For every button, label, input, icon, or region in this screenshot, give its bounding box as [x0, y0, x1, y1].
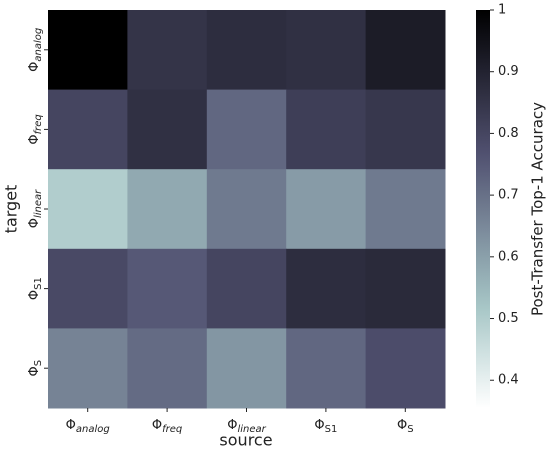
- y-tick-label: Φfreq: [27, 114, 45, 144]
- heatmap-cell: [127, 328, 208, 409]
- heatmap-cell: [206, 10, 287, 91]
- heatmap-cell: [286, 248, 367, 329]
- heatmap-cell: [206, 328, 287, 409]
- colorbar-tick-label: 0.4: [498, 373, 519, 388]
- heatmap-cell: [127, 10, 208, 91]
- heatmap-cell: [127, 169, 208, 250]
- heatmap-cell: [48, 248, 128, 329]
- y-tick-label: Φanalog: [27, 28, 45, 72]
- heatmap-cell: [286, 10, 367, 91]
- colorbar-tick-label: 0.5: [498, 311, 519, 326]
- x-tick-label: Φanalog: [66, 418, 110, 436]
- heatmap-cell: [206, 169, 287, 250]
- heatmap-cell: [365, 248, 446, 329]
- heatmap-cell: [206, 248, 287, 329]
- y-tick-label: ΦS1: [27, 277, 45, 300]
- heatmap-cell: [286, 328, 367, 409]
- heatmap-cell: [286, 89, 367, 170]
- x-tick-label: Φfreq: [152, 418, 182, 436]
- colorbar-tick-label: 0.7: [498, 188, 519, 203]
- x-tick-label: ΦS: [397, 418, 414, 436]
- heatmap-cell: [48, 89, 128, 170]
- colorbar-tick-label: 0.9: [498, 64, 519, 79]
- colorbar-tick-label: 0.8: [498, 126, 519, 141]
- y-axis-title: target: [2, 185, 21, 234]
- heatmap-cell: [48, 328, 128, 409]
- heatmap-cell: [365, 89, 446, 170]
- colorbar-title: Post-Transfer Top-1 Accuracy: [529, 102, 547, 316]
- x-tick-label: ΦS1: [314, 418, 337, 436]
- heatmap-cell: [206, 89, 287, 170]
- x-axis-title: source: [219, 431, 272, 450]
- heatmap-cell: [365, 328, 446, 409]
- heatmap-cell: [127, 248, 208, 329]
- heatmap-cell: [127, 89, 208, 170]
- heatmap-cell: [365, 10, 446, 91]
- heatmap-cell: [48, 169, 128, 250]
- x-tick-label: Φlinear: [227, 418, 266, 436]
- y-tick-label: Φlinear: [27, 189, 45, 228]
- y-tick-label: ΦS: [27, 360, 45, 377]
- colorbar: [476, 10, 490, 408]
- heatmap-cell: [48, 10, 128, 91]
- colorbar-tick-label: 0.6: [498, 249, 519, 264]
- heatmap-cell: [286, 169, 367, 250]
- colorbar-tick-label: 1: [498, 3, 506, 18]
- heatmap-cell: [365, 169, 446, 250]
